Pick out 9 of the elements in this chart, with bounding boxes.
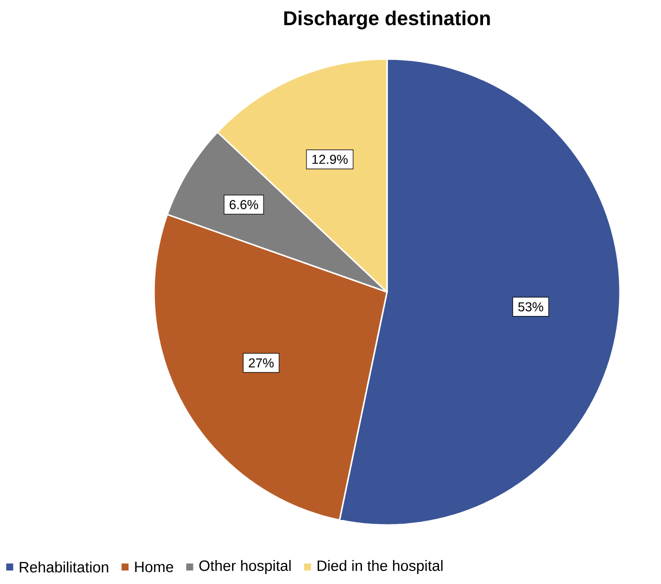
legend-label: Rehabilitation (20, 562, 108, 572)
legend-label: Other hospital (199, 560, 291, 574)
legend-label: Died in the hospital (318, 560, 443, 574)
legend-label: Home (135, 562, 174, 572)
chart-title: Discharge destination (284, 10, 490, 30)
data-label: 53% (518, 302, 544, 312)
data-label: 12.9% (312, 154, 348, 164)
data-label: 27% (248, 358, 274, 368)
data-label: 6.6% (230, 200, 258, 210)
